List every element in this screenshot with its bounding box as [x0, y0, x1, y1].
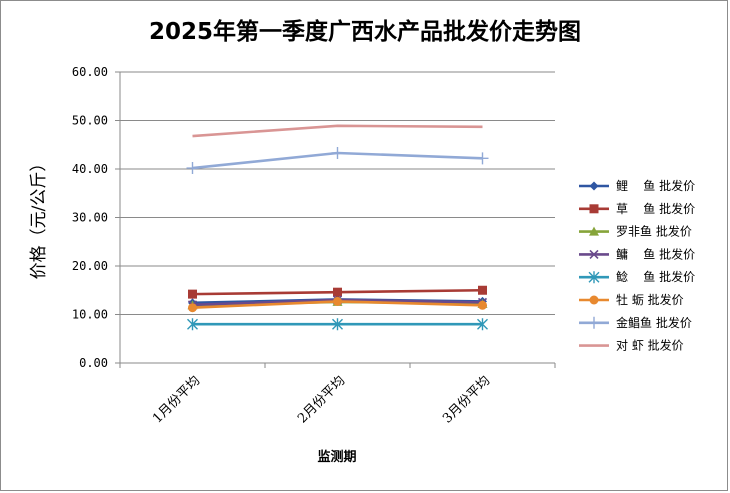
y-tick-label: 40.00 — [72, 162, 108, 176]
legend-label: 金鲳鱼 批发价 — [616, 315, 692, 330]
legend-item: 金鲳鱼 批发价 — [579, 315, 692, 330]
y-tick-label: 50.00 — [72, 114, 108, 128]
series-line — [192, 124, 483, 138]
legend-label: 鲤 鱼 批发价 — [616, 178, 695, 193]
data-point-marker — [478, 285, 487, 295]
data-point-marker — [331, 146, 344, 159]
legend-label: 鳙 鱼 批发价 — [616, 246, 695, 261]
data-point-marker — [477, 318, 488, 331]
y-tick-label: 0.00 — [79, 356, 108, 370]
legend-item: 鲤 鱼 批发价 — [579, 178, 695, 193]
data-point-marker — [589, 226, 599, 236]
legend-item: 鲶 鱼 批发价 — [579, 269, 695, 284]
chart-title: 2025年第一季度广西水产品批发价走势图 — [148, 19, 581, 45]
x-tick-labels: 1月份平均 2月份平均 3月份平均 — [150, 373, 493, 426]
legend-label: 鲶 鱼 批发价 — [616, 269, 695, 284]
legend-label: 草 鱼 批发价 — [616, 201, 695, 216]
y-tick-label: 10.00 — [72, 308, 108, 322]
y-tick-label: 30.00 — [72, 211, 108, 225]
series-5 — [187, 318, 488, 331]
data-point-marker — [333, 296, 342, 306]
series-2 — [188, 285, 487, 299]
gridlines — [120, 71, 555, 315]
x-tick-label: 2月份平均 — [295, 373, 348, 426]
data-point-marker — [589, 295, 599, 305]
y-axis-title: 价格（元/公斤） — [29, 155, 49, 280]
axes — [115, 71, 556, 368]
data-series — [186, 124, 489, 331]
data-point-marker — [589, 204, 599, 214]
data-point-marker — [333, 287, 342, 297]
data-point-marker — [187, 318, 198, 331]
y-tick-label: 60.00 — [72, 65, 108, 79]
data-point-marker — [589, 249, 599, 259]
data-point-marker — [478, 300, 487, 310]
x-axis-title: 监测期 — [317, 449, 356, 465]
legend-label: 牡 蛎 批发价 — [616, 292, 684, 307]
legend-label: 罗非鱼 批发价 — [616, 224, 692, 239]
series-8 — [192, 124, 483, 138]
data-point-marker — [589, 181, 599, 191]
y-tick-label: 20.00 — [72, 259, 108, 273]
data-point-marker — [588, 316, 600, 329]
legend-item: 牡 蛎 批发价 — [579, 292, 684, 307]
data-point-marker — [588, 271, 600, 284]
legend-item: 对 虾 批发价 — [579, 338, 684, 353]
legend-label: 对 虾 批发价 — [616, 338, 684, 353]
data-point-marker — [186, 162, 199, 175]
y-tick-labels: 0.00 10.00 20.00 30.00 40.00 50.00 60.00 — [72, 65, 108, 370]
series-7 — [186, 146, 489, 175]
data-point-marker — [188, 289, 197, 299]
x-tick-label: 1月份平均 — [150, 373, 203, 426]
data-point-marker — [332, 318, 343, 331]
data-point-marker — [476, 152, 489, 165]
legend-item: 草 鱼 批发价 — [579, 201, 695, 216]
legend-item: 罗非鱼 批发价 — [579, 224, 692, 239]
series-6 — [188, 296, 487, 313]
data-point-marker — [188, 303, 197, 313]
x-tick-label: 3月份平均 — [440, 373, 493, 426]
legend-item: 鳙 鱼 批发价 — [579, 246, 695, 261]
